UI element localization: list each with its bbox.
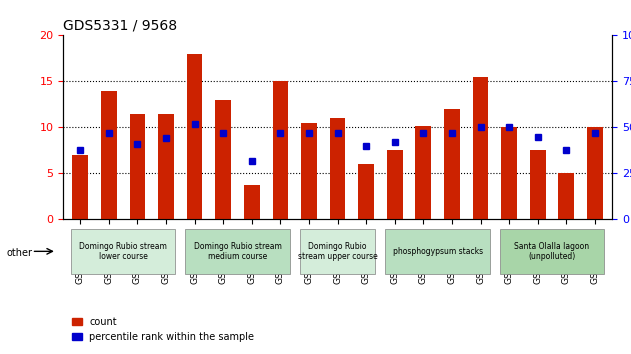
Text: GDS5331 / 9568: GDS5331 / 9568: [63, 19, 177, 33]
Bar: [530, 150, 546, 219]
Bar: [415, 126, 431, 219]
Bar: [244, 185, 260, 219]
Bar: [558, 173, 574, 219]
Text: other: other: [6, 248, 32, 258]
Bar: [387, 150, 403, 219]
Bar: [330, 118, 345, 219]
Bar: [73, 155, 88, 219]
Bar: [473, 77, 488, 219]
Bar: [129, 114, 145, 219]
Text: Domingo Rubio stream
lower course: Domingo Rubio stream lower course: [80, 242, 167, 261]
FancyBboxPatch shape: [300, 229, 375, 274]
FancyBboxPatch shape: [500, 229, 604, 274]
Bar: [301, 123, 317, 219]
FancyBboxPatch shape: [71, 229, 175, 274]
Bar: [273, 81, 288, 219]
Legend: count, percentile rank within the sample: count, percentile rank within the sample: [68, 313, 258, 346]
Text: Santa Olalla lagoon
(unpolluted): Santa Olalla lagoon (unpolluted): [514, 242, 589, 261]
Bar: [101, 91, 117, 219]
FancyBboxPatch shape: [186, 229, 290, 274]
Bar: [358, 164, 374, 219]
Bar: [444, 109, 460, 219]
Bar: [501, 127, 517, 219]
FancyBboxPatch shape: [386, 229, 490, 274]
Bar: [215, 100, 231, 219]
Bar: [158, 114, 174, 219]
Bar: [187, 54, 203, 219]
Text: phosphogypsum stacks: phosphogypsum stacks: [392, 247, 483, 256]
Text: Domingo Rubio
stream upper course: Domingo Rubio stream upper course: [298, 242, 377, 261]
Bar: [587, 127, 603, 219]
Text: Domingo Rubio stream
medium course: Domingo Rubio stream medium course: [194, 242, 281, 261]
